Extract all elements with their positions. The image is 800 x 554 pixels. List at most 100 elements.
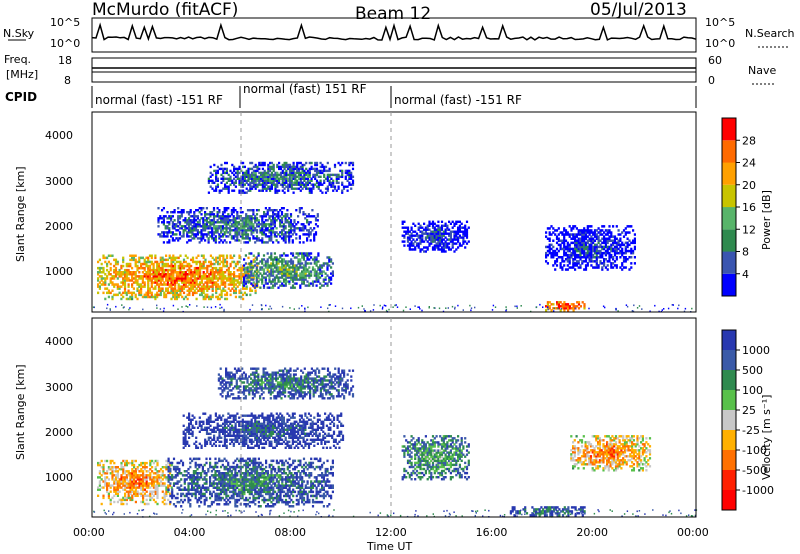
power-cell	[216, 179, 219, 182]
power-cell	[431, 226, 435, 229]
power-cell	[310, 252, 313, 255]
velocity-cell	[115, 466, 118, 469]
power-cell	[272, 231, 275, 234]
power-cell	[283, 187, 286, 190]
power-cell	[290, 262, 293, 265]
power-cell	[174, 258, 177, 262]
velocity-cell	[138, 482, 141, 485]
power-cell	[308, 270, 311, 273]
power-cell	[259, 266, 262, 269]
power-cell	[202, 285, 205, 288]
power-cell	[289, 223, 293, 226]
power-cell	[206, 281, 209, 284]
power-cell	[310, 189, 313, 192]
velocity-cell	[167, 470, 170, 473]
power-cell	[97, 285, 100, 288]
power-cell	[184, 279, 187, 282]
power-cell	[129, 258, 132, 262]
power-cell	[182, 271, 186, 274]
power-cell	[150, 273, 153, 276]
power-cell	[246, 215, 250, 218]
power-cell	[202, 287, 205, 290]
power-cell	[348, 161, 351, 165]
power-cell	[575, 256, 578, 259]
power-cell	[193, 271, 196, 274]
power-cell	[263, 211, 266, 214]
power-cell	[460, 226, 463, 229]
power-cell	[207, 191, 210, 194]
power-cell	[431, 248, 435, 251]
power-cell	[236, 233, 239, 236]
velocity-cell	[161, 500, 164, 504]
power-cell	[624, 245, 627, 249]
power-cell	[225, 293, 229, 297]
power-cell	[211, 221, 214, 224]
power-cell	[563, 260, 566, 263]
power-cell	[337, 161, 340, 165]
power-cell	[195, 277, 198, 280]
power-cell	[250, 262, 253, 265]
power-cell	[120, 285, 123, 288]
power-cell	[177, 215, 180, 218]
power-cell	[131, 254, 134, 257]
nsky-tick-bottom: 10^0	[50, 37, 80, 50]
power-colorbar-swatch-6	[722, 140, 736, 163]
power-cell	[252, 264, 255, 268]
power-cell	[170, 273, 173, 276]
power-cell	[350, 183, 353, 186]
power-cell	[233, 289, 236, 292]
power-cell	[193, 273, 196, 276]
power-cell	[302, 258, 305, 261]
power-cell	[622, 258, 626, 261]
power-cell	[290, 181, 293, 184]
power-cell	[342, 187, 346, 190]
power-cell	[132, 254, 135, 257]
velocity-cell	[168, 466, 172, 469]
power-cell	[244, 274, 247, 277]
power-cell	[266, 260, 269, 263]
power-cell	[261, 274, 264, 277]
velocity-cell	[142, 498, 145, 502]
velocity-cell	[191, 480, 194, 483]
power-cell	[431, 230, 435, 233]
power-cell	[247, 175, 250, 178]
power-cell	[583, 227, 586, 230]
power-cell	[218, 256, 221, 260]
velocity-cell	[156, 484, 159, 487]
power-cell	[632, 241, 635, 245]
power-cell	[315, 260, 318, 263]
power-cell	[214, 239, 217, 242]
power-cell	[220, 275, 223, 278]
power-cell	[619, 249, 622, 253]
velocity-cell	[129, 474, 132, 477]
power-cell	[310, 187, 313, 190]
power-cell	[593, 245, 597, 249]
velocity-cell	[161, 496, 164, 500]
power-cell	[244, 268, 247, 271]
power-cell	[462, 236, 465, 239]
power-cell	[348, 173, 351, 177]
power-cell	[440, 248, 444, 251]
power-cell	[281, 171, 284, 175]
power-cell	[266, 227, 269, 230]
power-cell	[182, 285, 186, 288]
power-cell	[290, 274, 293, 277]
power-cell	[311, 280, 315, 283]
power-cell	[270, 266, 273, 269]
power-cell	[141, 281, 144, 284]
power-cell	[297, 171, 301, 175]
velocity-cell	[98, 476, 101, 479]
power-cell	[161, 262, 164, 266]
power-cell	[608, 247, 611, 251]
power-cell	[211, 266, 214, 270]
power-cell	[437, 224, 440, 227]
power-cell	[218, 266, 221, 270]
velocity-cell	[100, 459, 103, 463]
power-cell	[286, 215, 289, 218]
power-cell	[245, 171, 248, 175]
power-cell	[150, 277, 153, 280]
power-cell	[264, 233, 267, 236]
power-cell	[225, 235, 228, 238]
power-cell	[410, 236, 413, 239]
power-cell	[246, 237, 250, 240]
